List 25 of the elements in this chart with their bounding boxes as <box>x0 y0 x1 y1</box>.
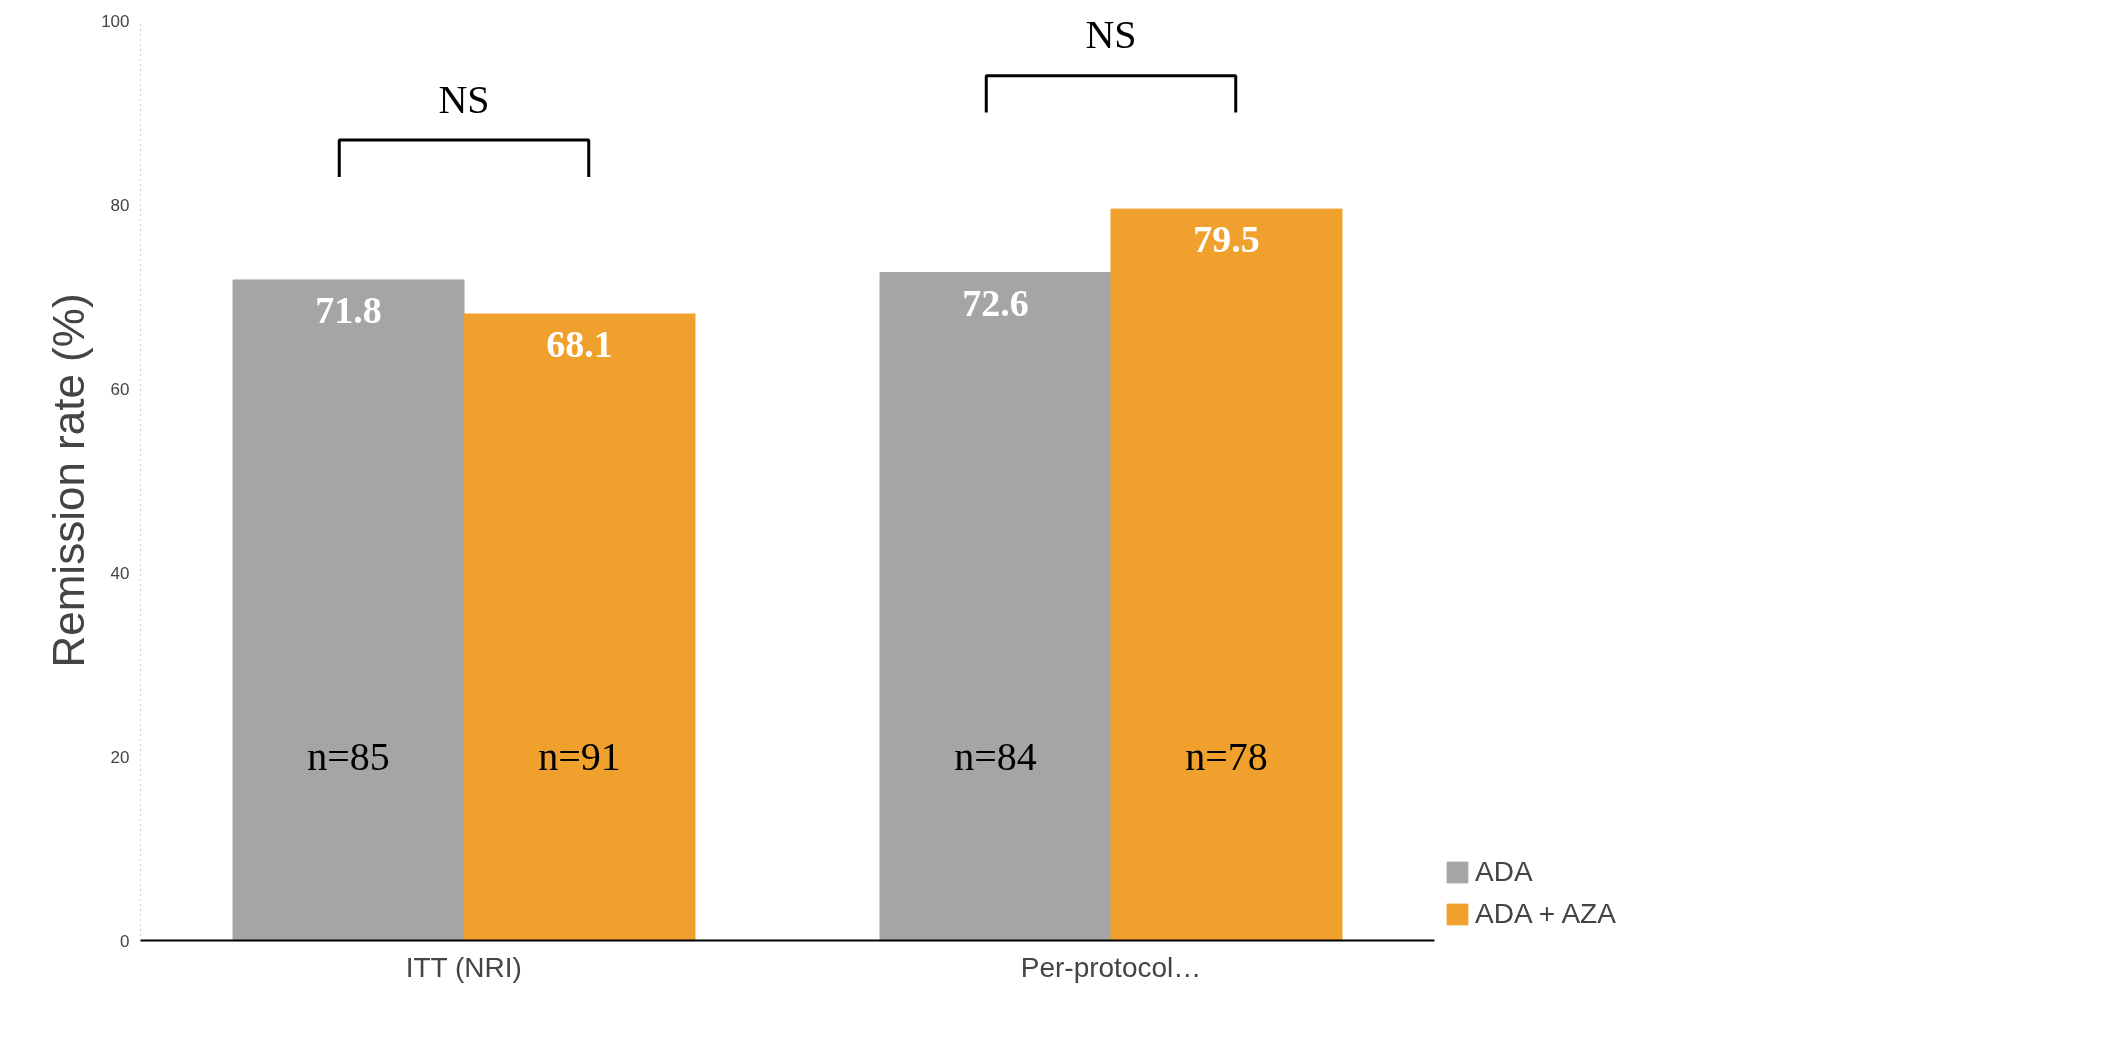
data-label: 71.8 <box>315 288 382 331</box>
bar <box>879 272 1112 941</box>
data-label: 79.5 <box>1193 218 1260 261</box>
annotation: n=85 <box>307 734 390 779</box>
bar <box>463 313 696 941</box>
legend-label: ADA + AZA <box>1475 898 1616 930</box>
x-tick-label: Per-protocol… <box>1020 951 1202 983</box>
y-tick-label: 40 <box>110 563 130 583</box>
data-label: 72.6 <box>962 281 1029 324</box>
y-tick-label: 80 <box>110 195 130 215</box>
annotation: NS <box>1085 12 1137 58</box>
y-tick-label: 0 <box>120 931 130 951</box>
annotation: n=78 <box>1185 734 1268 779</box>
bar <box>232 279 465 941</box>
y-tick-label: 60 <box>110 379 130 399</box>
annotation: n=84 <box>954 734 1037 779</box>
data-label: 68.1 <box>546 322 613 365</box>
annotation: NS <box>438 76 490 122</box>
y-tick-label: 100 <box>101 11 130 31</box>
y-axis-title: Remission rate (%) <box>44 293 94 668</box>
legend-label: ADA <box>1475 856 1533 888</box>
y-tick-label: 20 <box>110 747 130 767</box>
x-tick-label: ITT (NRI) <box>405 951 522 983</box>
bar <box>1110 208 1343 941</box>
annotation: n=91 <box>538 734 621 779</box>
